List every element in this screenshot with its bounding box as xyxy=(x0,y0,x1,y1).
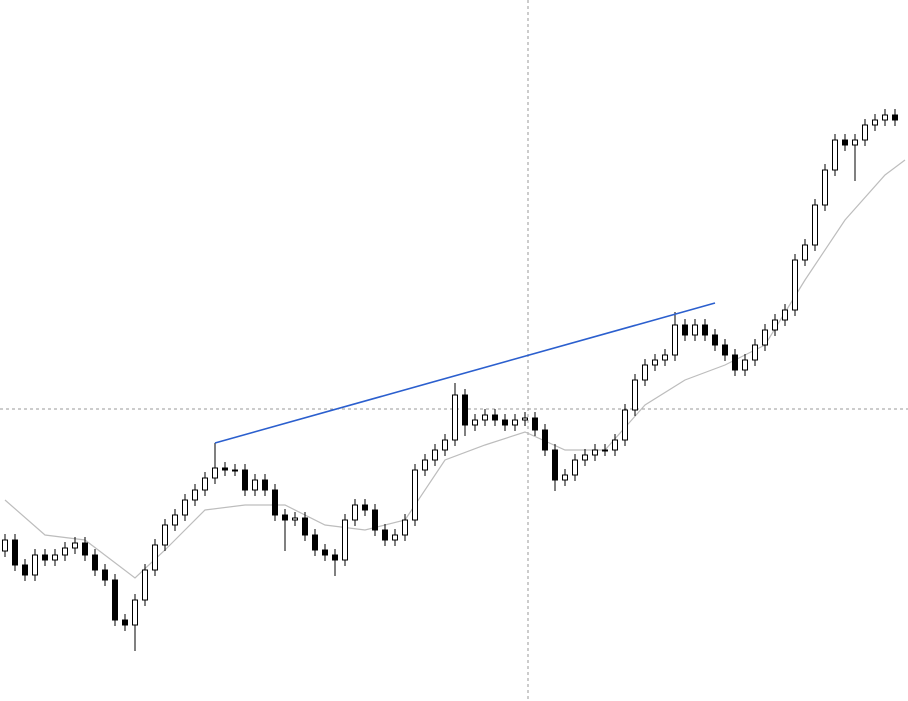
candle-body xyxy=(252,479,258,491)
candle-body xyxy=(612,439,618,451)
candle-body xyxy=(842,139,848,146)
candle-body xyxy=(582,454,588,461)
candle-body xyxy=(82,542,88,556)
candle-body xyxy=(752,344,758,361)
candle-body xyxy=(422,459,428,471)
candle-body xyxy=(122,619,128,626)
candle-body xyxy=(342,519,348,561)
candle-body xyxy=(102,569,108,581)
candle-body xyxy=(882,114,888,121)
candle-body xyxy=(462,394,468,426)
candle-body xyxy=(722,344,728,356)
candle-body xyxy=(852,139,858,146)
candle-body xyxy=(872,119,878,126)
candle-body xyxy=(892,114,898,121)
candle-body xyxy=(442,439,448,451)
candle-body xyxy=(112,579,118,621)
candle-body xyxy=(432,449,438,461)
candle-body xyxy=(362,504,368,511)
candle-body xyxy=(512,419,518,426)
candle-body xyxy=(782,309,788,321)
candle-body xyxy=(822,169,828,206)
candle-body xyxy=(762,329,768,346)
candle-body xyxy=(262,479,268,491)
candle-body xyxy=(42,554,48,561)
candle-body xyxy=(792,259,798,311)
candle-body xyxy=(62,547,68,556)
candle-body xyxy=(832,139,838,171)
candle-body xyxy=(292,517,298,521)
candle-body xyxy=(632,379,638,411)
candle-body xyxy=(622,409,628,441)
candle-body xyxy=(562,474,568,481)
candle-body xyxy=(2,539,8,552)
candle-body xyxy=(712,334,718,346)
candle-body xyxy=(682,324,688,336)
candle-body xyxy=(412,469,418,521)
candle-body xyxy=(372,509,378,531)
candle-body xyxy=(382,529,388,541)
candle-body xyxy=(12,539,18,566)
candle-body xyxy=(92,554,98,571)
candle-body xyxy=(132,599,138,626)
candle-body xyxy=(232,469,238,472)
candle-body xyxy=(542,429,548,451)
candle-body xyxy=(652,359,658,366)
candle-body xyxy=(32,554,38,576)
candle-body xyxy=(152,544,158,571)
candle-body xyxy=(332,554,338,561)
candle-body xyxy=(482,414,488,421)
candle-body xyxy=(572,459,578,476)
candle-body xyxy=(282,514,288,521)
candle-body xyxy=(552,449,558,481)
candle-body xyxy=(242,469,248,491)
candle-body xyxy=(312,534,318,551)
candle-body xyxy=(662,354,668,361)
candle-body xyxy=(502,419,508,426)
candle-body xyxy=(212,467,218,479)
candle-body xyxy=(202,477,208,491)
candle-body xyxy=(472,419,478,426)
candle-body xyxy=(772,319,778,331)
candle-body xyxy=(672,324,678,356)
candle-body xyxy=(322,549,328,556)
candle-body xyxy=(702,324,708,336)
candle-body xyxy=(392,534,398,541)
candle-body xyxy=(692,324,698,336)
candle-body xyxy=(22,564,28,576)
candle-body xyxy=(532,417,538,431)
candle-body xyxy=(862,124,868,141)
candle-body xyxy=(522,417,528,421)
candle-body xyxy=(172,514,178,526)
candle-body xyxy=(192,489,198,501)
candle-body xyxy=(402,519,408,536)
candle-body xyxy=(452,394,458,441)
candle-body xyxy=(182,499,188,516)
candle-body xyxy=(52,554,58,561)
candle-body xyxy=(222,467,228,471)
moving-average xyxy=(4,159,906,579)
candle-body xyxy=(352,504,358,521)
candle-body xyxy=(492,414,498,421)
candle-body xyxy=(732,354,738,371)
candle-body xyxy=(812,204,818,246)
candle-body xyxy=(802,244,808,261)
candle-body xyxy=(592,449,598,456)
candle-body xyxy=(742,359,748,371)
trendline xyxy=(214,302,716,444)
candle-body xyxy=(642,364,648,381)
candle-body xyxy=(72,542,78,549)
candle-body xyxy=(302,517,308,536)
candle-body xyxy=(142,569,148,601)
candle-body xyxy=(602,449,608,452)
candle-body xyxy=(162,524,168,546)
candle-body xyxy=(272,489,278,516)
